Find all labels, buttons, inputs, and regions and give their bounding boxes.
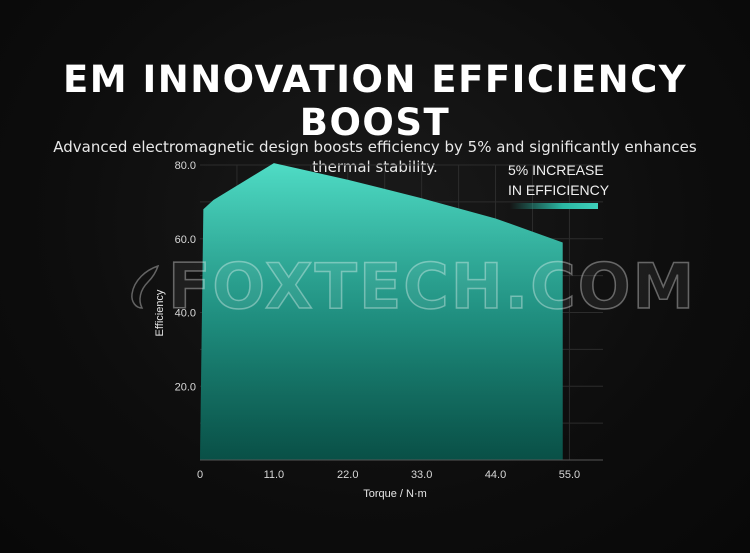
- y-tick-label: 40.0: [175, 308, 196, 320]
- watermark: FOXTECH.COM: [167, 249, 697, 324]
- y-axis-ticks: 20.0 40.0 60.0 80.0: [175, 160, 196, 393]
- fox-logo-icon: [131, 264, 160, 309]
- x-tick-label: 33.0: [411, 469, 432, 481]
- x-axis-ticks: 0 11.0 22.0 33.0 44.0 55.0: [197, 469, 580, 481]
- y-tick-label: 60.0: [175, 234, 196, 246]
- x-tick-label: 44.0: [485, 469, 506, 481]
- legend-line-1: 5% INCREASE: [508, 162, 604, 178]
- x-tick-label: 11.0: [264, 469, 285, 481]
- legend: 5% INCREASE IN EFFICIENCY: [508, 160, 628, 200]
- x-tick-label: 0: [197, 469, 203, 481]
- series-area: [200, 163, 563, 460]
- x-tick-label: 22.0: [337, 469, 358, 481]
- y-axis-label: Efficiency: [154, 289, 166, 336]
- y-tick-label: 20.0: [175, 381, 196, 393]
- page-title: EM INNOVATION EFFICIENCY BOOST: [62, 58, 688, 144]
- legend-swatch: [510, 203, 598, 209]
- x-tick-label: 55.0: [559, 469, 580, 481]
- efficiency-area-shade: [200, 163, 563, 460]
- y-tick-label: 80.0: [175, 160, 196, 172]
- legend-line-2: IN EFFICIENCY: [508, 182, 610, 198]
- subtitle: Advanced electromagnetic design boosts e…: [53, 138, 697, 176]
- x-axis-label: Torque / N·m: [363, 488, 427, 500]
